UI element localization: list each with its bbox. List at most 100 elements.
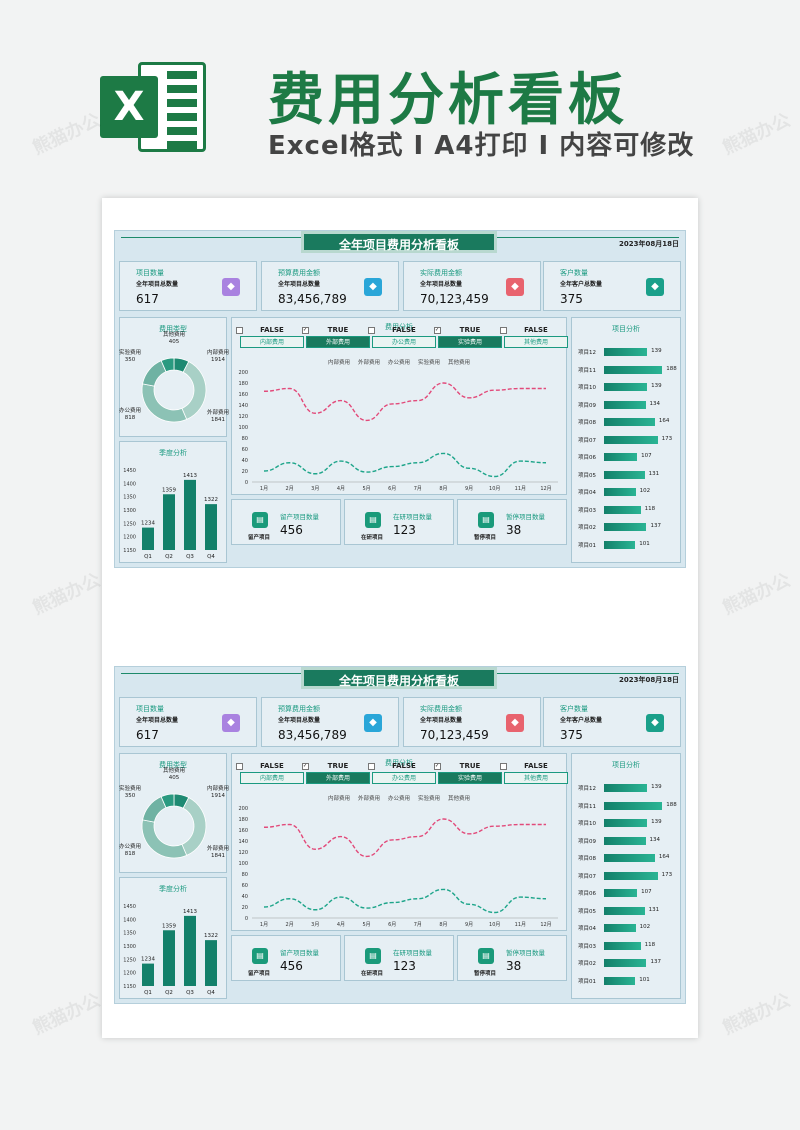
series-toggle[interactable]: FALSE 办公费用 xyxy=(368,326,436,352)
project-bar xyxy=(604,418,655,426)
dashboard-date: 2023年08月18日 xyxy=(619,240,679,248)
status-title: 暂停项目数量 xyxy=(506,513,545,521)
project-name: 项目02 xyxy=(578,961,596,967)
project-value: 134 xyxy=(649,400,661,407)
donut-label-value: 350 xyxy=(124,357,136,363)
status-value: 38 xyxy=(506,523,522,537)
database-icon: ◆ xyxy=(506,278,524,296)
checkbox[interactable] xyxy=(236,327,243,334)
toggle-button[interactable]: 实验费用 xyxy=(438,772,502,784)
series-toggle[interactable]: TRUE ✓ 实验费用 xyxy=(434,762,502,788)
kpi-card: 项目数量 全年项目总数量 617 ◆ xyxy=(119,261,257,311)
box-icon: ▤ xyxy=(365,512,381,528)
y-tick-label: 1250 xyxy=(123,521,136,527)
checkbox[interactable] xyxy=(500,763,507,770)
checkbox[interactable]: ✓ xyxy=(302,327,309,334)
project-row: 项目02 137 xyxy=(578,957,678,969)
project-bar xyxy=(604,365,663,374)
project-value: 188 xyxy=(666,365,677,372)
toggle-button[interactable]: 外部费用 xyxy=(306,772,370,784)
toggle-button[interactable]: 其他费用 xyxy=(504,772,568,784)
toggle-button[interactable]: 内部费用 xyxy=(240,772,304,784)
fee-type-card: 费用类型 其他费用 405 内部费用 1914 外部费用 1841 办公费用 818 实验费用 35… xyxy=(116,753,229,873)
series-toggle[interactable]: FALSE 内部费用 xyxy=(236,326,304,352)
project-bar xyxy=(604,400,646,409)
y-tick-label: 20 xyxy=(242,469,248,475)
quarterly-title: 季度分析 xyxy=(159,885,187,893)
cost-analysis-card: 费用分析 FALSE 内部费用 TRUE ✓ 外部费用 FALSE 办公费用 TRUE ✓ 实验费用… xyxy=(231,753,568,931)
y-tick-label: 40 xyxy=(242,894,248,900)
y-tick-label: 1400 xyxy=(123,917,136,923)
kpi-card: 项目数量 全年项目总数量 617 ◆ xyxy=(119,697,257,747)
quarterly-chart: 1150 1200 1250 1300 1350 1400 1450 1234 Q1 1359 Q2… xyxy=(123,468,218,560)
status-value: 456 xyxy=(280,959,303,973)
project-name: 项目07 xyxy=(578,437,596,444)
checkbox[interactable] xyxy=(368,327,375,334)
checkbox[interactable] xyxy=(236,763,243,770)
donut-label-value: 1914 xyxy=(211,793,225,799)
cost-analysis-title: 费用分析 xyxy=(385,323,413,331)
project-value: 188 xyxy=(666,801,677,808)
checkbox[interactable]: ✓ xyxy=(434,763,441,770)
kpi-subtitle: 全年客户总数量 xyxy=(560,281,603,288)
checkbox[interactable]: ✓ xyxy=(302,763,309,770)
toggle-button[interactable]: 实验费用 xyxy=(438,336,502,348)
line-legend: 内部费用 外部费用 办公费用 实验费用 其他费用 xyxy=(232,794,566,802)
checkbox[interactable] xyxy=(368,763,375,770)
y-tick-label: 1200 xyxy=(123,971,136,977)
toggle-button[interactable]: 其他费用 xyxy=(504,336,568,348)
line-chart: 0 20 40 60 80 100 120 140 160 180 200 1月 2月 3月 4月 5月 6月 7… xyxy=(238,370,558,492)
series-toggle[interactable]: FALSE 其他费用 xyxy=(500,326,568,352)
donut-slice xyxy=(181,797,207,856)
bar-value-label: 1234 xyxy=(141,957,155,963)
bar-value-label: 1359 xyxy=(162,923,176,929)
donut-slice xyxy=(141,383,188,423)
x-tick-label: Q4 xyxy=(207,990,215,996)
series-toggle[interactable]: FALSE 办公费用 xyxy=(368,762,436,788)
x-tick-label: 2月 xyxy=(286,486,294,492)
project-row: 项目02 137 xyxy=(578,521,678,533)
series-toggle[interactable]: TRUE ✓ 外部费用 xyxy=(302,762,370,788)
y-tick-label: 160 xyxy=(238,828,248,834)
toggle-button[interactable]: 内部费用 xyxy=(240,336,304,348)
bar-value-label: 1234 xyxy=(141,521,155,527)
series-toggle[interactable]: FALSE 其他费用 xyxy=(500,762,568,788)
box-icon: ▤ xyxy=(478,948,494,964)
bar-value-label: 1322 xyxy=(204,933,218,939)
project-value: 131 xyxy=(648,906,660,913)
status-card: ▤ 在研项目数量 在研项目 123 xyxy=(344,935,454,981)
donut-label-value: 1841 xyxy=(211,853,225,859)
donut-label: 办公费用 818 xyxy=(116,844,144,858)
x-tick-label: Q2 xyxy=(165,554,173,560)
kpi-card: 客户数量 全年客户总数量 375 ◆ xyxy=(543,261,681,311)
cost-analysis-title: 费用分析 xyxy=(385,759,413,767)
donut-label-value: 1914 xyxy=(211,357,225,363)
legend-item: 内部费用 xyxy=(327,796,350,802)
kpi-title: 预算费用金额 xyxy=(278,269,320,277)
project-name: 项目03 xyxy=(578,507,596,514)
quarter-bar xyxy=(184,915,196,986)
quarterly-title: 季度分析 xyxy=(159,449,187,457)
project-bar xyxy=(604,871,658,880)
project-name: 项目08 xyxy=(578,420,596,426)
bar-value-label: 1322 xyxy=(204,497,218,503)
toggle-button[interactable]: 办公费用 xyxy=(372,772,436,784)
project-name: 项目12 xyxy=(578,786,596,792)
checkbox[interactable] xyxy=(500,327,507,334)
toggle-button[interactable]: 办公费用 xyxy=(372,336,436,348)
project-bar xyxy=(604,488,636,496)
toggle-button[interactable]: 外部费用 xyxy=(306,336,370,348)
series-toggle[interactable]: TRUE ✓ 实验费用 xyxy=(434,326,502,352)
kpi-value: 83,456,789 xyxy=(278,292,347,306)
checkbox[interactable]: ✓ xyxy=(434,327,441,334)
series-toggle[interactable]: TRUE ✓ 外部费用 xyxy=(302,326,370,352)
kpi-value: 70,123,459 xyxy=(420,292,489,306)
kpi-subtitle: 全年项目总数量 xyxy=(136,717,179,724)
project-row: 项目07 173 xyxy=(578,870,678,882)
series-toggle[interactable]: FALSE 内部费用 xyxy=(236,762,304,788)
project-value: 118 xyxy=(644,505,656,512)
donut-chart xyxy=(141,357,207,423)
y-tick-label: 140 xyxy=(238,839,248,845)
quarterly-card: 季度分析 1150 1200 1250 1300 1350 1400 1450 1234 Q1 13… xyxy=(119,877,227,999)
kpi-title: 客户数量 xyxy=(560,269,588,277)
